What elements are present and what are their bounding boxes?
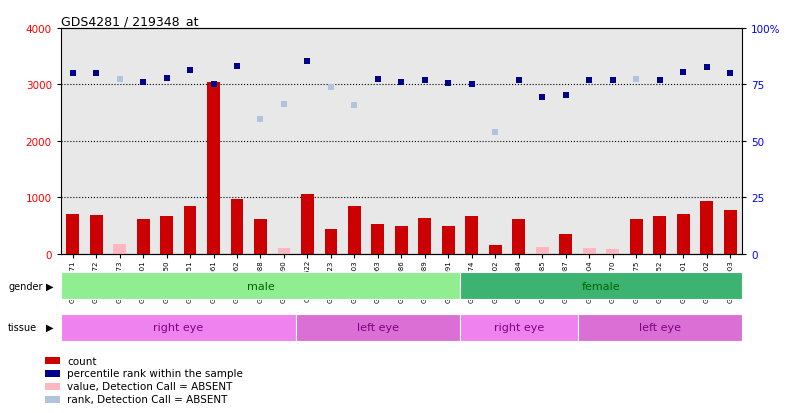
Text: right eye: right eye xyxy=(494,322,544,332)
Point xyxy=(724,71,737,77)
Point xyxy=(207,82,220,88)
Bar xyxy=(45,396,60,403)
Point xyxy=(230,63,243,70)
Bar xyxy=(324,230,337,254)
Bar xyxy=(442,226,455,254)
Bar xyxy=(466,217,478,254)
Point xyxy=(489,130,502,136)
Bar xyxy=(371,224,384,254)
Point xyxy=(513,77,526,84)
Point xyxy=(418,77,431,84)
Bar xyxy=(45,357,60,364)
Text: left eye: left eye xyxy=(639,322,681,332)
Bar xyxy=(677,214,690,254)
Point xyxy=(254,117,267,123)
Text: ▶: ▶ xyxy=(46,281,54,291)
Point xyxy=(183,68,196,74)
Text: gender: gender xyxy=(8,281,43,291)
Point xyxy=(630,76,643,83)
Bar xyxy=(254,220,267,254)
Bar xyxy=(89,216,102,254)
Bar xyxy=(45,370,60,377)
Bar xyxy=(113,244,126,254)
Bar xyxy=(607,249,620,254)
Text: left eye: left eye xyxy=(357,322,399,332)
Point xyxy=(536,94,549,101)
Point xyxy=(89,71,102,77)
Text: male: male xyxy=(247,281,274,291)
Bar xyxy=(160,217,173,254)
Bar xyxy=(348,207,361,254)
Bar xyxy=(460,273,742,299)
Text: count: count xyxy=(67,356,97,366)
Point xyxy=(654,77,667,84)
Point xyxy=(160,75,173,82)
Point xyxy=(371,77,384,83)
Bar xyxy=(724,211,736,254)
Bar xyxy=(301,195,314,254)
Bar xyxy=(630,220,643,254)
Bar xyxy=(577,314,742,341)
Point xyxy=(677,69,690,76)
Text: GDS4281 / 219348_at: GDS4281 / 219348_at xyxy=(61,15,199,28)
Bar xyxy=(61,273,460,299)
Point xyxy=(277,102,290,108)
Bar xyxy=(230,200,243,254)
Bar xyxy=(183,207,196,254)
Bar xyxy=(460,314,577,341)
Bar xyxy=(654,217,667,254)
Point xyxy=(301,59,314,65)
Text: percentile rank within the sample: percentile rank within the sample xyxy=(67,368,242,379)
Bar xyxy=(207,82,220,254)
Bar xyxy=(45,383,60,390)
Bar xyxy=(513,219,526,254)
Text: ▶: ▶ xyxy=(46,322,54,332)
Point xyxy=(113,76,126,83)
Point xyxy=(607,77,620,84)
Bar xyxy=(61,314,296,341)
Text: right eye: right eye xyxy=(153,322,204,332)
Bar xyxy=(395,226,408,254)
Text: rank, Detection Call = ABSENT: rank, Detection Call = ABSENT xyxy=(67,394,227,404)
Text: value, Detection Call = ABSENT: value, Detection Call = ABSENT xyxy=(67,381,232,392)
Bar xyxy=(136,219,149,254)
Point xyxy=(701,65,714,71)
Point xyxy=(136,79,149,85)
Point xyxy=(324,85,337,91)
Bar xyxy=(583,248,596,254)
Point xyxy=(66,71,79,77)
Bar xyxy=(296,314,460,341)
Bar xyxy=(67,215,79,254)
Bar xyxy=(277,248,290,254)
Text: tissue: tissue xyxy=(8,322,37,332)
Point xyxy=(583,77,596,84)
Point xyxy=(442,80,455,87)
Point xyxy=(560,92,573,99)
Point xyxy=(466,82,478,88)
Bar xyxy=(560,235,573,254)
Point xyxy=(395,80,408,86)
Bar xyxy=(489,246,502,254)
Text: female: female xyxy=(581,281,620,291)
Point xyxy=(348,102,361,109)
Bar xyxy=(536,247,549,254)
Bar xyxy=(701,201,714,254)
Bar xyxy=(418,218,431,254)
